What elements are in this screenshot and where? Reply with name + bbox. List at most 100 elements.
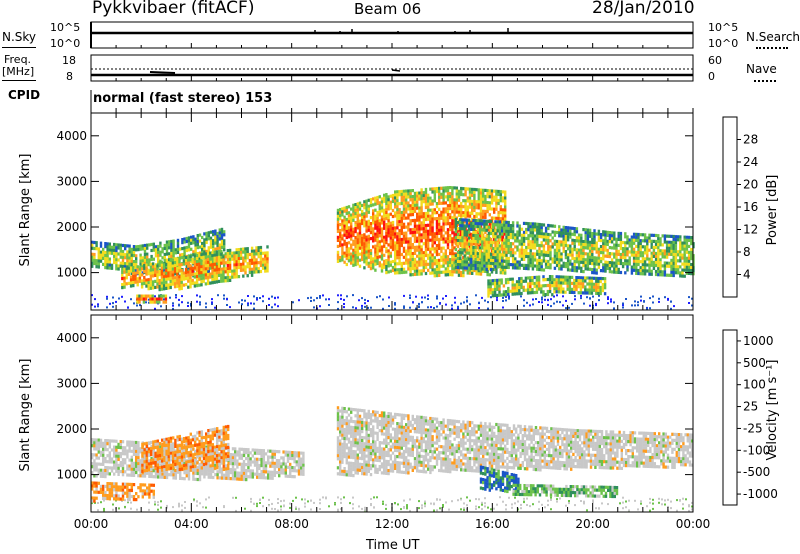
heatmap-cell [239, 253, 243, 257]
heatmap-cell [184, 274, 188, 278]
heatmap-cell [152, 245, 155, 249]
heatmap-cell [475, 294, 477, 297]
heatmap-cell [295, 506, 297, 509]
heatmap-cell [178, 275, 181, 279]
heatmap-cell [94, 298, 96, 301]
heatmap-cell [429, 202, 432, 206]
heatmap-cell [474, 237, 477, 241]
heatmap-cell [147, 284, 150, 288]
heatmap-cell [451, 249, 454, 253]
heatmap-cell [500, 262, 504, 266]
heatmap-cell [577, 279, 580, 283]
heatmap-cell [507, 229, 510, 234]
heatmap-cell [455, 204, 458, 208]
heatmap-cell [385, 199, 388, 203]
heatmap-cell [214, 247, 217, 251]
heatmap-cell [535, 275, 539, 279]
heatmap-cell [650, 251, 653, 255]
heatmap-cell [97, 262, 100, 266]
heatmap-cell [444, 270, 447, 274]
heatmap-cell [102, 453, 105, 457]
heatmap-cell [518, 266, 521, 270]
heatmap-cell [409, 255, 412, 259]
heatmap-cell [468, 205, 472, 209]
heatmap-cell [409, 243, 412, 247]
heatmap-cell [438, 240, 441, 244]
heatmap-cell [189, 276, 192, 280]
heatmap-cell [492, 259, 495, 263]
heatmap-cell [466, 208, 469, 212]
heatmap-cell [347, 247, 351, 251]
heatmap-cell [438, 252, 441, 256]
heatmap-cell [569, 232, 572, 236]
heatmap-cell [250, 258, 254, 262]
heatmap-cell [222, 258, 225, 262]
heatmap-cell [433, 271, 436, 275]
heatmap-cell [93, 453, 96, 457]
heatmap-cell [121, 286, 124, 290]
heatmap-cell [363, 206, 366, 210]
heatmap-cell [451, 231, 454, 235]
heatmap-cell [145, 263, 148, 267]
heatmap-cell [409, 204, 412, 208]
heatmap-cell [207, 255, 210, 259]
station-title: Pykkvibaer (fitACF) [92, 0, 255, 18]
heatmap-cell [176, 244, 180, 248]
heatmap-cell [657, 264, 660, 268]
heatmap-cell [403, 499, 405, 502]
heatmap-cell [235, 254, 238, 258]
heatmap-cell [389, 242, 392, 246]
heatmap-cell [416, 224, 419, 228]
heatmap-cell [479, 200, 483, 204]
heatmap-cell [160, 305, 162, 308]
heatmap-cell [470, 221, 473, 225]
heatmap-cell [409, 258, 412, 262]
heatmap-cell [418, 221, 421, 225]
heatmap-cell [146, 246, 149, 250]
heatmap-cell [187, 236, 191, 240]
heatmap-cell [148, 501, 150, 504]
heatmap-cell [557, 281, 561, 285]
heatmap-cell [486, 207, 489, 211]
heatmap-cell [173, 258, 177, 262]
heatmap-cell [121, 243, 125, 248]
heatmap-cell [646, 245, 649, 249]
heatmap-cell [491, 282, 495, 286]
heatmap-cell [460, 498, 462, 501]
heatmap-cell [180, 271, 183, 276]
heatmap-cell [589, 297, 591, 300]
heatmap-cell [205, 506, 207, 509]
heatmap-cell [97, 468, 100, 472]
heatmap-cell [495, 198, 498, 202]
heatmap-cell [347, 232, 351, 236]
heatmap-cell [657, 270, 660, 274]
heatmap-cell [139, 253, 142, 257]
heatmap-cell [482, 200, 485, 204]
heatmap-cell [406, 504, 408, 507]
heatmap-cell [213, 280, 216, 284]
heatmap-cell [141, 259, 144, 263]
heatmap-cell [602, 230, 605, 234]
heatmap-cell [628, 238, 631, 242]
heatmap-cell [457, 198, 461, 202]
heatmap-cell [196, 252, 199, 256]
heatmap-cell [486, 270, 489, 274]
heatmap-cell [679, 271, 682, 275]
heatmap-cell [99, 471, 103, 475]
heatmap-cell [622, 496, 624, 499]
heatmap-cell [341, 219, 344, 223]
heatmap-cell [151, 265, 155, 269]
heatmap-cell [123, 267, 126, 271]
heatmap-cell [400, 222, 403, 227]
heatmap-cell [214, 235, 217, 239]
heatmap-cell [429, 247, 432, 251]
heatmap-cell [461, 230, 464, 234]
heatmap-cell [110, 460, 114, 464]
heatmap-cell [149, 297, 152, 301]
heatmap-cell [261, 251, 265, 255]
heatmap-cell [464, 190, 467, 194]
heatmap-cell [522, 248, 526, 252]
heatmap-cell [442, 252, 445, 256]
heatmap-cell [416, 248, 419, 252]
heatmap-cell [387, 264, 390, 268]
